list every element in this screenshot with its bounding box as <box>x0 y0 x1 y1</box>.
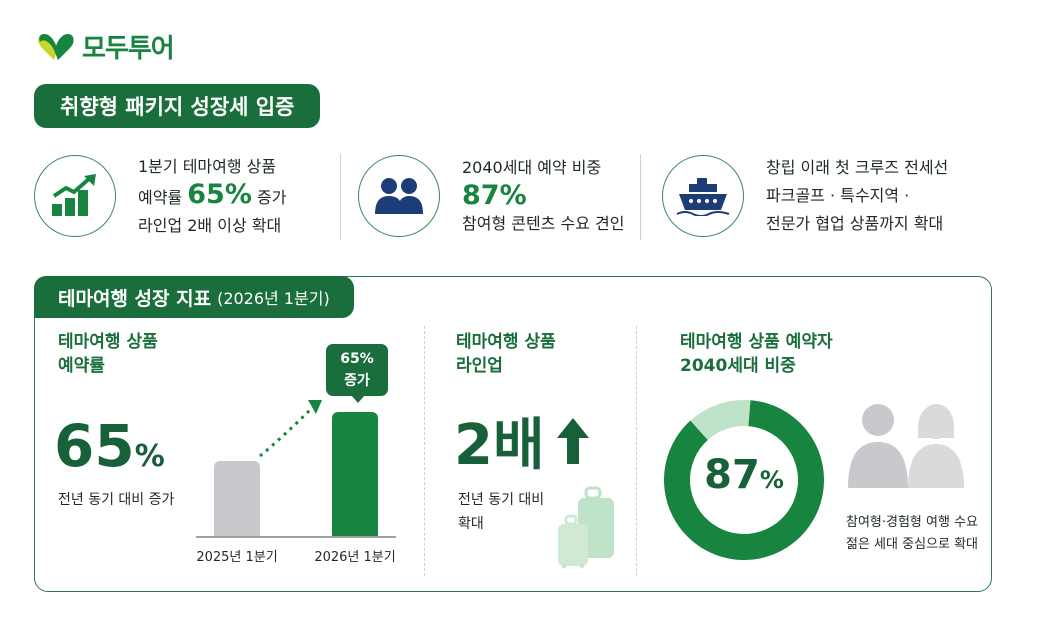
section-1-title: 테마여행 상품 예약률 <box>58 330 158 378</box>
people-icon <box>358 155 440 237</box>
badge-value: 65% <box>340 351 374 367</box>
stat-1-prefix: 예약률 <box>138 187 183 207</box>
section-3-title-line-1: 테마여행 상품 예약자 <box>680 332 833 352</box>
share-donut-chart <box>664 400 824 560</box>
section-2-title-line-2: 라인업 <box>456 356 503 376</box>
section-2-caption: 전년 동기 대비 확대 <box>458 488 544 536</box>
stat-1-suffix: 증가 <box>257 187 287 207</box>
bar-1 <box>214 460 260 536</box>
bar-category-label: 2025년 1분기 <box>196 550 278 565</box>
panel-title: 테마여행 성장 지표 (2026년 1분기) <box>34 276 354 318</box>
badge-label: 증가 <box>344 373 370 389</box>
section-2-title: 테마여행 상품 라인업 <box>456 330 556 378</box>
brand-name: 모두투어 <box>82 34 175 64</box>
section-1-caption: 전년 동기 대비 증가 <box>58 492 175 508</box>
bar-2 <box>332 412 378 536</box>
logo-heart-icon <box>38 33 74 60</box>
panel-title-text: 테마여행 성장 지표 <box>58 287 212 310</box>
growth-chart-icon <box>34 155 116 237</box>
stats-divider <box>640 154 641 240</box>
section-1-number: 65 <box>54 412 135 480</box>
up-arrow-icon <box>556 417 589 464</box>
stat-1-value: 65% <box>187 178 252 210</box>
section-1-title-line-1: 테마여행 상품 <box>58 332 158 352</box>
panel-divider <box>636 326 637 576</box>
stat-2040-share: 2040세대 예약 비중 87% 참여형 콘텐츠 수요 견인 <box>358 146 624 246</box>
headline: 취향형 패키지 성장세 입증 <box>34 84 321 128</box>
growth-badge: 65% 증가 <box>326 344 388 396</box>
growth-indicators-panel <box>34 276 992 592</box>
brand-logo: 모두투어 <box>36 28 175 65</box>
stat-3-line-3: 전문가 협업 상품까지 확대 <box>766 214 944 233</box>
growth-arrow-icon <box>259 400 322 458</box>
section-1-unit: % <box>134 439 165 474</box>
bar-category-label: 2026년 1분기 <box>314 550 396 565</box>
section-3-title: 테마여행 상품 예약자 2040세대 비중 <box>680 330 833 378</box>
stat-1-line-2: 예약률 65% 증가 <box>138 178 287 212</box>
stat-2-line-1: 2040세대 예약 비중 <box>462 158 602 177</box>
luggage-icon <box>558 486 614 568</box>
bar-axis <box>196 536 396 538</box>
section-2-caption-line-2: 확대 <box>458 516 484 532</box>
stats-row: 1분기 테마여행 상품 예약률 65% 증가 라인업 2배 이상 확대 2040… <box>34 146 994 246</box>
section-1-value: 65% <box>54 412 165 480</box>
stat-2-value: 87% <box>462 180 527 211</box>
section-3-caption-line-2: 젊은 세대 중심으로 확대 <box>846 537 978 552</box>
stat-3-line-1: 창립 이래 첫 크루즈 전세선 <box>766 158 949 177</box>
cruise-ship-icon <box>662 155 744 237</box>
people-silhouette-icon <box>848 404 964 488</box>
stat-cruise: 창립 이래 첫 크루즈 전세선 파크골프 · 특수지역 · 전문가 협업 상품까… <box>662 146 948 246</box>
badge-pointer <box>351 395 365 403</box>
stat-2-line-3: 참여형 콘텐츠 수요 견인 <box>462 214 625 233</box>
section-1-title-line-2: 예약률 <box>58 356 105 376</box>
section-3-unit: % <box>759 466 784 494</box>
section-3-title-line-2: 2040세대 비중 <box>680 356 796 376</box>
section-2-value: 2배 <box>454 400 591 481</box>
section-2-title-line-1: 테마여행 상품 <box>456 332 556 352</box>
panel-divider <box>424 326 425 576</box>
stat-1-line-1: 1분기 테마여행 상품 <box>138 156 277 176</box>
stats-divider <box>340 154 341 240</box>
donut-slice-2 <box>690 400 751 440</box>
section-2-number: 2배 <box>454 413 545 478</box>
stat-3-line-2: 파크골프 · 특수지역 · <box>766 186 910 205</box>
section-3-caption: 참여형·경험형 여행 수요 젊은 세대 중심으로 확대 <box>846 512 978 556</box>
section-3-number: 87 <box>704 452 760 498</box>
section-2-caption-line-1: 전년 동기 대비 <box>458 492 545 508</box>
stat-1-line-3: 라인업 2배 이상 확대 <box>138 215 282 235</box>
donut-slice-1 <box>664 400 824 560</box>
panel-period: (2026년 1분기) <box>217 289 330 308</box>
stat-booking-rate: 1분기 테마여행 상품 예약률 65% 증가 라인업 2배 이상 확대 <box>34 146 286 246</box>
section-3-value: 87% <box>662 452 826 498</box>
section-3-caption-line-1: 참여형·경험형 여행 수요 <box>846 515 978 530</box>
